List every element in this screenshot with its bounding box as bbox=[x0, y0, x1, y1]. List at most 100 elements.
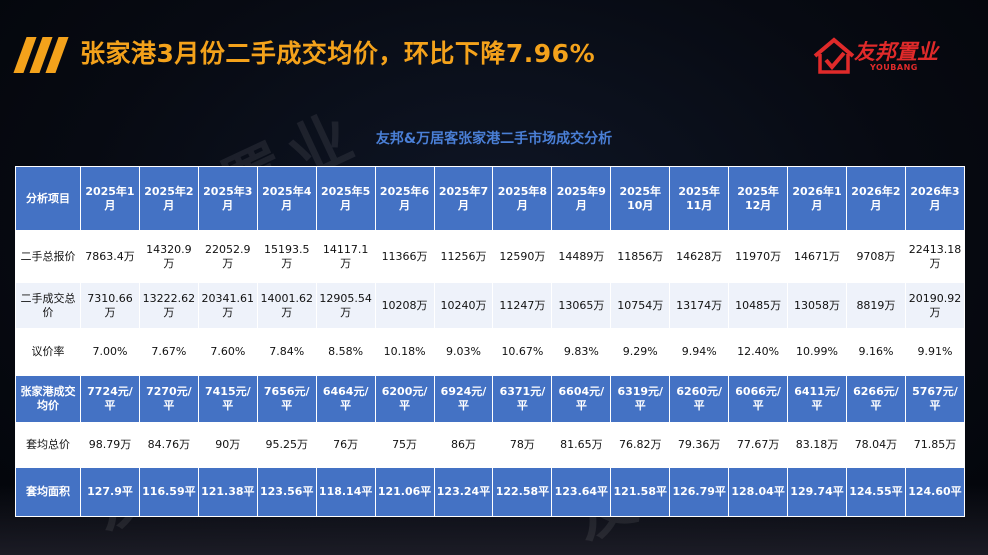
table-cell: 13174万 bbox=[669, 282, 730, 329]
table-cell: 124.55平 bbox=[845, 467, 906, 517]
table-cell: 124.60平 bbox=[904, 467, 966, 517]
table-cell: 9708万 bbox=[845, 230, 906, 283]
table-row: 二手总报价 7863.4万 14320.9万 22052.9万 15193.5万 1411… bbox=[15, 230, 966, 283]
table-cell: 10485万 bbox=[728, 282, 789, 329]
table-cell: 7310.66万 bbox=[80, 282, 140, 329]
table-cell: 10208万 bbox=[374, 282, 435, 329]
table-cell: 7724元/平 bbox=[80, 375, 140, 423]
table-cell: 123.56平 bbox=[256, 467, 317, 517]
table-cell: 127.9平 bbox=[80, 467, 140, 517]
table-cell: 126.79平 bbox=[669, 467, 730, 517]
table-cell: 77.67万 bbox=[728, 422, 789, 468]
table-cell: 9.94% bbox=[669, 328, 730, 376]
header-cell-month: 2025年8月 bbox=[492, 166, 553, 231]
table-cell: 14001.62万 bbox=[256, 282, 317, 329]
header-cell-month: 2025年4月 bbox=[256, 166, 317, 231]
table-row: 套均总价 98.79万 84.76万 90万 95.25万 76万 75万 86万 78万 81.… bbox=[15, 422, 966, 468]
table-cell: 11970万 bbox=[728, 230, 789, 283]
row-label-cell: 张家港成交均价 bbox=[15, 375, 81, 423]
table-cell: 7656元/平 bbox=[256, 375, 317, 423]
row-label-cell: 套均面积 bbox=[15, 467, 81, 517]
table-row: 张家港成交均价 7724元/平 7270元/平 7415元/平 7656元/平 6464元… bbox=[15, 375, 966, 423]
header-cell-month: 2025年12月 bbox=[728, 166, 789, 231]
table-cell: 123.24平 bbox=[433, 467, 494, 517]
header-cell-month: 2025年6月 bbox=[374, 166, 435, 231]
table-cell: 6411元/平 bbox=[787, 375, 847, 423]
table-cell: 13222.62万 bbox=[138, 282, 199, 329]
table-cell: 6924元/平 bbox=[433, 375, 494, 423]
header-cell-month: 2026年3月 bbox=[904, 166, 966, 231]
table-cell: 9.91% bbox=[904, 328, 966, 376]
table-cell: 90万 bbox=[197, 422, 258, 468]
table-cell: 10.18% bbox=[374, 328, 435, 376]
table-cell: 6464元/平 bbox=[315, 375, 376, 423]
table-cell: 6604元/平 bbox=[551, 375, 612, 423]
row-label-cell: 套均总价 bbox=[15, 422, 81, 468]
header-cell-month: 2025年11月 bbox=[669, 166, 730, 231]
table-cell: 12905.54万 bbox=[315, 282, 376, 329]
table-caption: 友邦&万居客张家港二手市场成交分析 bbox=[375, 131, 613, 147]
table-cell: 20341.61万 bbox=[197, 282, 258, 329]
table-header-row: 分析项目 2025年1月 2025年2月 2025年3月 2025年4月 2025年5月 2… bbox=[15, 166, 966, 231]
header-cell-month: 2025年3月 bbox=[197, 166, 258, 231]
header-cell-month: 2025年10月 bbox=[610, 166, 671, 231]
table-cell: 95.25万 bbox=[256, 422, 317, 468]
table-cell: 14320.9万 bbox=[138, 230, 199, 283]
table-cell: 9.29% bbox=[610, 328, 671, 376]
table-cell: 9.83% bbox=[551, 328, 612, 376]
table-cell: 75万 bbox=[374, 422, 435, 468]
table-cell: 14628万 bbox=[669, 230, 730, 283]
table-cell: 11366万 bbox=[374, 230, 435, 283]
table-cell: 8.58% bbox=[315, 328, 376, 376]
table-cell: 7.67% bbox=[138, 328, 199, 376]
table-cell: 12590万 bbox=[492, 230, 553, 283]
table-cell: 81.65万 bbox=[551, 422, 612, 468]
table-cell: 98.79万 bbox=[80, 422, 140, 468]
header-cell-month: 2025年2月 bbox=[138, 166, 199, 231]
table-cell: 9.16% bbox=[845, 328, 906, 376]
table-cell: 6066元/平 bbox=[728, 375, 789, 423]
header-cell-month: 2025年1月 bbox=[80, 166, 140, 231]
table-cell: 9.03% bbox=[433, 328, 494, 376]
table-cell: 11247万 bbox=[492, 282, 553, 329]
table-cell: 20190.92万 bbox=[904, 282, 966, 329]
table-row: 二手成交总价 7310.66万 13222.62万 20341.61万 14001.62… bbox=[15, 282, 966, 329]
table-cell: 129.74平 bbox=[787, 467, 847, 517]
table-cell: 121.38平 bbox=[197, 467, 258, 517]
brand-logo-text: 友邦置业 bbox=[854, 40, 938, 64]
header-cell-month: 2025年5月 bbox=[315, 166, 376, 231]
table-cell: 121.06平 bbox=[374, 467, 435, 517]
table-cell: 14489万 bbox=[551, 230, 612, 283]
title-stripes-icon bbox=[13, 37, 69, 73]
table-cell: 22052.9万 bbox=[197, 230, 258, 283]
brand-logo-subtext: YOUBANG bbox=[870, 63, 918, 72]
table-cell: 14671万 bbox=[787, 230, 847, 283]
table-cell: 78万 bbox=[492, 422, 553, 468]
table-cell: 10.67% bbox=[492, 328, 553, 376]
table-cell: 11256万 bbox=[433, 230, 494, 283]
table-cell: 11856万 bbox=[610, 230, 671, 283]
table-cell: 128.04平 bbox=[728, 467, 789, 517]
table-cell: 116.59平 bbox=[138, 467, 199, 517]
page-title: 张家港3月份二手成交均价，环比下降7.96% bbox=[80, 39, 596, 68]
table-cell: 6266元/平 bbox=[845, 375, 906, 423]
header-cell-month: 2026年2月 bbox=[845, 166, 906, 231]
table-cell: 118.14平 bbox=[315, 467, 376, 517]
header-cell-month: 2026年1月 bbox=[787, 166, 847, 231]
table-cell: 13058万 bbox=[787, 282, 847, 329]
table-cell: 10240万 bbox=[433, 282, 494, 329]
table-cell: 78.04万 bbox=[845, 422, 906, 468]
table-cell: 7270元/平 bbox=[138, 375, 199, 423]
table-cell: 6260元/平 bbox=[669, 375, 730, 423]
table-cell: 7863.4万 bbox=[80, 230, 140, 283]
table-cell: 76万 bbox=[315, 422, 376, 468]
table-cell: 13065万 bbox=[551, 282, 612, 329]
table-cell: 76.82万 bbox=[610, 422, 671, 468]
table-cell: 14117.1万 bbox=[315, 230, 376, 283]
table-cell: 6200元/平 bbox=[374, 375, 435, 423]
table-cell: 84.76万 bbox=[138, 422, 199, 468]
table-cell: 22413.18万 bbox=[904, 230, 966, 283]
table-cell: 10.99% bbox=[787, 328, 847, 376]
row-label-cell: 议价率 bbox=[15, 328, 81, 376]
